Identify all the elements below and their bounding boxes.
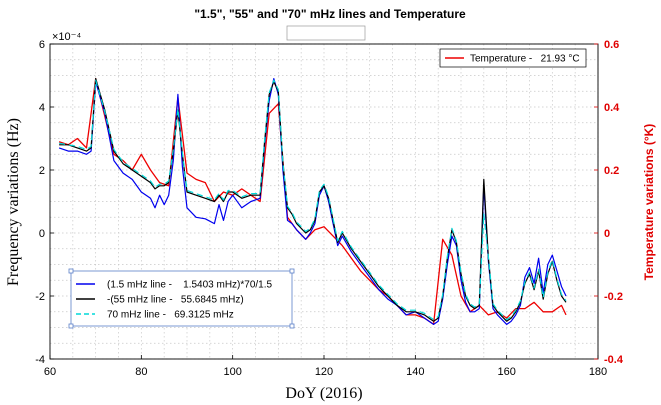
chart-title: "1.5", "55" and "70" mHz lines and Tempe… xyxy=(194,7,466,21)
title-box xyxy=(286,25,366,41)
legend-label: Temperature - 21.93 °C xyxy=(470,54,580,65)
y2-tick-label: 0 xyxy=(604,228,610,240)
legend-handle[interactable] xyxy=(68,323,74,329)
y2-tick-label: 0.2 xyxy=(604,165,619,177)
x-tick-label: 100 xyxy=(223,366,241,378)
y-axis-ticks: -4 -2 0 2 4 6 xyxy=(35,39,54,366)
y2-tick-label: -0.2 xyxy=(604,291,623,303)
y2-axis-ticks: -0.4 -0.2 0 0.2 0.4 0.6 xyxy=(594,39,624,366)
y-tick-label: 6 xyxy=(39,39,45,51)
legend-handle[interactable] xyxy=(68,268,74,274)
legend-box xyxy=(70,270,293,327)
y-axis-exponent: ×10⁻⁴ xyxy=(52,31,81,43)
legend-handle[interactable] xyxy=(289,268,295,274)
legend-label: (1.5 mHz line - 1.5403 mHz)*70/1.5 xyxy=(107,280,273,291)
legend-frequency-lines[interactable]: (1.5 mHz line - 1.5403 mHz)*70/1.5 -(55 m… xyxy=(68,268,295,329)
legend-box xyxy=(439,48,587,68)
y2-axis-label: Temperature variations (°K) xyxy=(642,124,656,281)
y2-tick-label: -0.4 xyxy=(604,354,624,366)
series-layer xyxy=(58,77,567,325)
y-tick-label: -2 xyxy=(35,291,45,303)
y-tick-label: 4 xyxy=(39,102,45,114)
y2-tick-label: 0.4 xyxy=(604,102,620,114)
x-tick-label: 180 xyxy=(589,366,607,378)
legend-temperature[interactable]: Temperature - 21.93 °C xyxy=(439,48,587,68)
x-tick-label: 120 xyxy=(315,366,333,378)
x-tick-label: 140 xyxy=(406,366,424,378)
x-tick-label: 60 xyxy=(44,366,56,378)
legend-label: 70 mHz line - 69.3125 mHz xyxy=(107,310,234,321)
x-tick-label: 160 xyxy=(497,366,515,378)
y-axis-label: Frequency variations (Hz) xyxy=(5,118,22,286)
series-line-2 xyxy=(58,79,567,321)
y2-tick-label: 0.6 xyxy=(604,39,619,51)
y-tick-label: 2 xyxy=(39,165,45,177)
x-axis-ticks: 60 80 100 120 140 160 180 xyxy=(44,355,607,378)
x-tick-label: 80 xyxy=(135,366,147,378)
legend-label: -(55 mHz line - 55.6845 mHz) xyxy=(107,295,244,306)
x-axis-label: DoY (2016) xyxy=(285,385,362,402)
legend-handle[interactable] xyxy=(289,323,295,329)
y-tick-label: -4 xyxy=(35,354,45,366)
series-line-3 xyxy=(58,77,567,325)
y-tick-label: 0 xyxy=(39,228,45,240)
